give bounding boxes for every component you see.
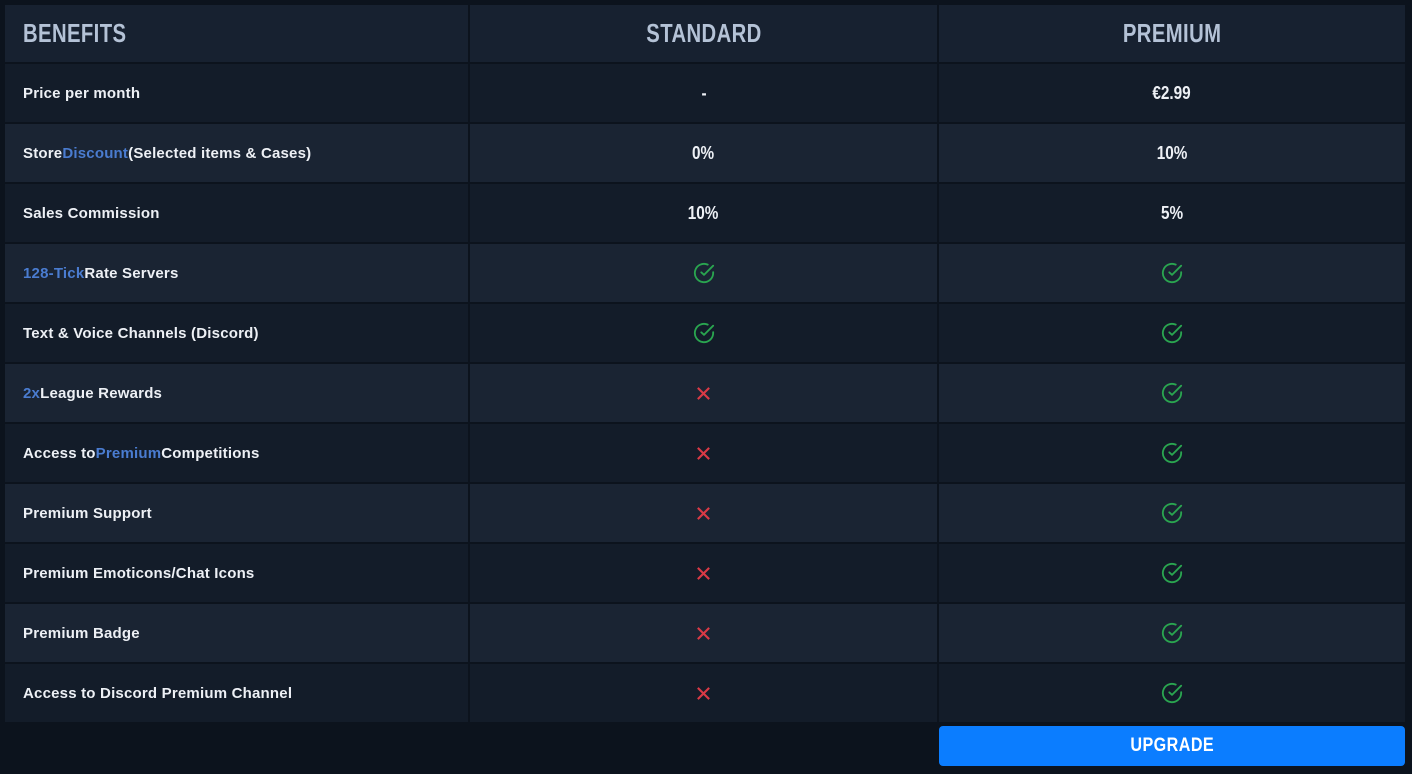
check-circle-icon bbox=[1161, 682, 1183, 704]
benefits-header-label: BENEFITS bbox=[23, 18, 127, 48]
premium-cell bbox=[939, 244, 1405, 302]
column-header-premium: PREMIUM bbox=[939, 5, 1405, 62]
standard-cell bbox=[470, 544, 937, 602]
premium-cell bbox=[939, 664, 1405, 722]
check-circle-icon bbox=[1161, 622, 1183, 644]
benefit-cell: Price per month bbox=[5, 64, 468, 122]
premium-value: 5% bbox=[1160, 202, 1184, 223]
premium-cell bbox=[939, 364, 1405, 422]
benefit-label-part: Access to bbox=[23, 444, 96, 462]
premium-cell bbox=[939, 604, 1405, 662]
cross-icon bbox=[695, 565, 712, 582]
benefit-label-part: Rate Servers bbox=[84, 264, 179, 282]
check-circle-icon bbox=[1161, 442, 1183, 464]
check-circle-icon bbox=[1161, 502, 1183, 524]
check-circle-icon bbox=[693, 322, 715, 344]
check-circle-icon bbox=[1161, 382, 1183, 404]
standard-value: 0% bbox=[692, 142, 715, 163]
premium-header-label: PREMIUM bbox=[1122, 18, 1222, 48]
benefit-label-part: Premium Badge bbox=[23, 624, 140, 642]
benefit-label-accent: 2x bbox=[23, 384, 41, 402]
premium-cell bbox=[939, 424, 1405, 482]
benefit-cell: 2x League Rewards bbox=[5, 364, 468, 422]
cross-icon bbox=[695, 625, 712, 642]
standard-cell bbox=[470, 364, 937, 422]
standard-cell bbox=[470, 244, 937, 302]
benefit-cell: Text & Voice Channels (Discord) bbox=[5, 304, 468, 362]
benefit-label-accent: 128-Tick bbox=[23, 264, 85, 282]
standard-cell bbox=[470, 484, 937, 542]
premium-cell bbox=[939, 304, 1405, 362]
standard-cell bbox=[470, 664, 937, 722]
check-circle-icon bbox=[1161, 322, 1183, 344]
premium-cell: 5% bbox=[939, 184, 1405, 242]
check-circle-icon bbox=[1161, 562, 1183, 584]
premium-cell: €2.99 bbox=[939, 64, 1405, 122]
benefit-cell: Access to Premium Competitions bbox=[5, 424, 468, 482]
benefit-label-part: Store bbox=[23, 144, 63, 162]
premium-value: 10% bbox=[1156, 142, 1188, 163]
column-header-standard: STANDARD bbox=[470, 5, 937, 62]
column-header-benefits: BENEFITS bbox=[5, 5, 468, 62]
cross-icon bbox=[695, 445, 712, 462]
upgrade-button[interactable]: UPGRADE bbox=[939, 726, 1405, 766]
benefit-cell: Sales Commission bbox=[5, 184, 468, 242]
premium-cell bbox=[939, 544, 1405, 602]
premium-value: €2.99 bbox=[1152, 82, 1192, 103]
check-circle-icon bbox=[1161, 262, 1183, 284]
benefit-label-accent: Premium bbox=[95, 444, 162, 462]
cross-icon bbox=[695, 385, 712, 402]
standard-cell bbox=[470, 604, 937, 662]
benefit-cell: Premium Emoticons/Chat Icons bbox=[5, 544, 468, 602]
premium-cell bbox=[939, 484, 1405, 542]
standard-value: - bbox=[700, 82, 707, 103]
benefit-label-part: Premium Emoticons/Chat Icons bbox=[23, 564, 255, 582]
standard-cell: 0% bbox=[470, 124, 937, 182]
benefit-label-accent: Discount bbox=[62, 144, 129, 162]
benefit-cell: Store Discount (Selected items & Cases) bbox=[5, 124, 468, 182]
standard-value: 10% bbox=[688, 202, 719, 223]
check-circle-icon bbox=[693, 262, 715, 284]
standard-cell: 10% bbox=[470, 184, 937, 242]
benefit-label-part: Competitions bbox=[161, 444, 260, 462]
standard-cell bbox=[470, 304, 937, 362]
benefit-cell: Premium Badge bbox=[5, 604, 468, 662]
benefit-label-part: Premium Support bbox=[23, 504, 152, 522]
benefit-label-part: League Rewards bbox=[40, 384, 163, 402]
cross-icon bbox=[695, 505, 712, 522]
benefit-cell: 128-Tick Rate Servers bbox=[5, 244, 468, 302]
benefit-label-part: Price per month bbox=[23, 84, 141, 102]
benefit-label-part: Access to Discord Premium Channel bbox=[23, 684, 293, 702]
cross-icon bbox=[695, 685, 712, 702]
premium-cell: 10% bbox=[939, 124, 1405, 182]
standard-cell: - bbox=[470, 64, 937, 122]
upgrade-button-label: UPGRADE bbox=[1130, 735, 1214, 756]
benefit-label-part: (Selected items & Cases) bbox=[128, 144, 312, 162]
standard-header-label: STANDARD bbox=[645, 18, 762, 48]
pricing-table: BENEFITS STANDARD PREMIUM Price per mont… bbox=[5, 5, 1405, 722]
standard-cell bbox=[470, 424, 937, 482]
benefit-cell: Access to Discord Premium Channel bbox=[5, 664, 468, 722]
benefit-label-part: Text & Voice Channels (Discord) bbox=[23, 324, 259, 342]
benefit-label-part: Sales Commission bbox=[23, 204, 160, 222]
benefit-cell: Premium Support bbox=[5, 484, 468, 542]
